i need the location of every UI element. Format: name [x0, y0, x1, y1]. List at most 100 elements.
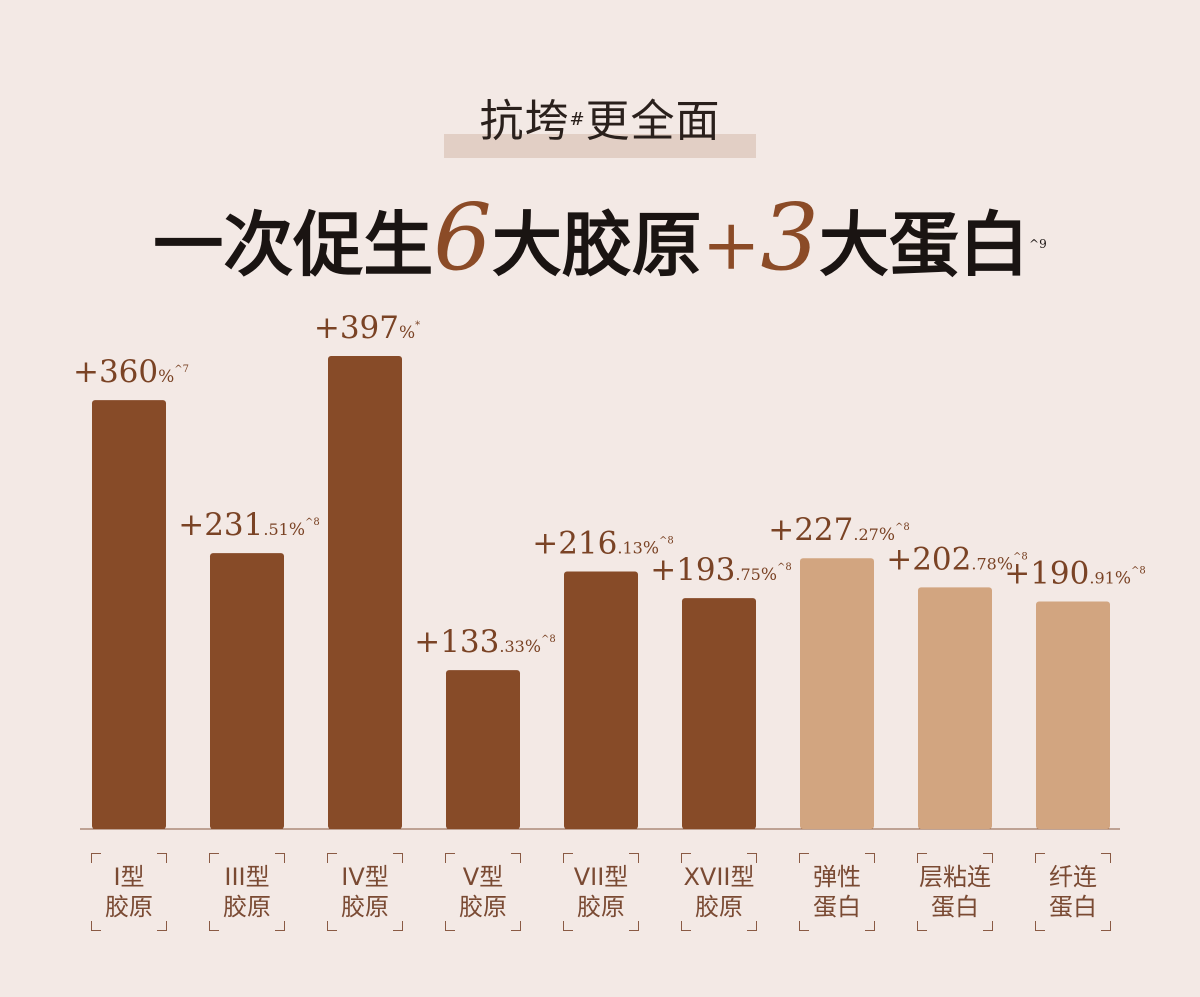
value-integer: +202 [886, 541, 971, 577]
value-integer: +397 [314, 310, 399, 346]
bar-7 [800, 558, 874, 829]
value-percent: % [399, 323, 415, 343]
category-label-7: 弹性 蛋白 [799, 853, 875, 931]
corner-bracket [1035, 853, 1045, 863]
corner-bracket [799, 853, 809, 863]
category-line-2: 胶原 [105, 893, 153, 921]
value-percent: % [643, 538, 659, 558]
value-integer: +231 [178, 507, 263, 543]
value-label-9: +190.91%^8 [1004, 556, 1146, 592]
subtitle-block: 抗垮#更全面 [0, 92, 1200, 162]
corner-bracket [865, 853, 875, 863]
category-line-2: 胶原 [577, 893, 625, 921]
corner-bracket [327, 853, 337, 863]
category-label-6: XVII型 胶原 [681, 853, 757, 931]
bar-9 [1036, 601, 1110, 829]
value-percent: % [289, 520, 305, 540]
subtitle-underline [444, 134, 756, 158]
corner-bracket [629, 853, 639, 863]
subtitle: 抗垮#更全面 [0, 98, 1200, 146]
category-line-2: 蛋白 [931, 893, 979, 921]
category-label-8: 层粘连 蛋白 [917, 853, 993, 931]
corner-bracket [865, 921, 875, 931]
corner-bracket [393, 853, 403, 863]
category-line-1: VII型 [573, 863, 629, 891]
value-footnote: ^8 [1013, 551, 1028, 562]
category-label-4: V型 胶原 [445, 853, 521, 931]
category-line-1: V型 [462, 863, 504, 891]
corner-bracket [445, 921, 455, 931]
category-label-5: VII型 胶原 [563, 853, 639, 931]
subtitle-rest: 更全面 [585, 96, 721, 147]
corner-bracket [445, 853, 455, 863]
corner-bracket [747, 853, 757, 863]
value-integer: +193 [650, 552, 735, 588]
corner-bracket [747, 921, 757, 931]
value-label-3: +397%* [314, 310, 420, 346]
value-footnote: ^8 [305, 517, 320, 528]
value-percent: % [997, 554, 1013, 574]
headline-number-six: 6 [433, 184, 492, 291]
value-label-4: +133.33%^8 [414, 624, 556, 660]
corner-bracket [157, 921, 167, 931]
value-decimal: .27 [853, 525, 878, 544]
value-footnote: ^8 [659, 535, 674, 546]
headline: 一次促生6大胶原+3大蛋白^9 [0, 190, 1200, 293]
corner-bracket [511, 853, 521, 863]
value-percent: % [761, 565, 777, 585]
value-footnote: ^8 [777, 562, 792, 573]
value-decimal: .75 [735, 565, 760, 584]
corner-bracket [799, 921, 809, 931]
bar-3 [328, 356, 402, 829]
headline-number-three: 3 [760, 184, 820, 291]
category-line-1: 纤连 [1049, 863, 1097, 891]
value-decimal: .78 [971, 554, 996, 573]
subtitle-mark: # [569, 109, 586, 130]
corner-bracket [275, 853, 285, 863]
category-line-2: 胶原 [695, 893, 743, 921]
corner-bracket [209, 921, 219, 931]
subtitle-main: 抗垮 [479, 96, 570, 147]
corner-bracket [91, 853, 101, 863]
headline-footnote: ^9 [1029, 237, 1047, 251]
headline-part-a: 一次促生 [153, 203, 434, 286]
category-line-1: 弹性 [813, 863, 861, 891]
value-percent: % [525, 637, 541, 657]
corner-bracket [275, 921, 285, 931]
value-label-7: +227.27%^8 [768, 512, 910, 548]
corner-bracket [563, 853, 573, 863]
corner-bracket [1101, 921, 1111, 931]
value-footnote: ^7 [174, 364, 189, 375]
value-integer: +133 [414, 624, 499, 660]
value-footnote: * [415, 320, 420, 331]
corner-bracket [91, 921, 101, 931]
corner-bracket [563, 921, 573, 931]
value-footnote: ^8 [541, 634, 556, 645]
category-line-2: 胶原 [459, 893, 507, 921]
value-percent: % [879, 525, 895, 545]
category-line-1: III型 [224, 863, 270, 891]
value-decimal: .13 [617, 538, 642, 557]
value-decimal: .33 [499, 637, 524, 656]
category-line-1: IV型 [341, 863, 389, 891]
category-line-2: 胶原 [223, 893, 271, 921]
value-decimal: .91 [1089, 569, 1114, 588]
corner-bracket [917, 853, 927, 863]
bar-6 [682, 598, 756, 829]
category-line-1: I型 [113, 863, 145, 891]
category-line-1: 层粘连 [919, 863, 991, 891]
category-label-9: 纤连 蛋白 [1035, 853, 1111, 931]
value-integer: +360 [73, 354, 158, 390]
corner-bracket [327, 921, 337, 931]
value-label-1: +360%^7 [73, 354, 189, 390]
corner-bracket [393, 921, 403, 931]
corner-bracket [1101, 853, 1111, 863]
bar-8 [918, 587, 992, 829]
corner-bracket [629, 921, 639, 931]
value-integer: +190 [1004, 556, 1089, 592]
bar-1 [92, 400, 166, 829]
category-line-2: 蛋白 [813, 893, 861, 921]
value-label-6: +193.75%^8 [650, 552, 792, 588]
value-percent: % [1115, 569, 1131, 589]
